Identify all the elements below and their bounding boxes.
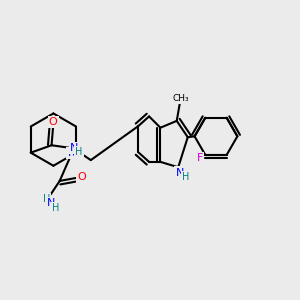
Text: N: N <box>46 198 55 208</box>
Text: N: N <box>176 168 184 178</box>
Text: O: O <box>77 172 86 182</box>
Text: H: H <box>43 194 50 204</box>
Text: N: N <box>68 148 76 158</box>
Text: H: H <box>75 147 82 157</box>
Text: CH₃: CH₃ <box>173 94 190 103</box>
Text: H: H <box>182 172 189 182</box>
Text: H: H <box>52 203 59 213</box>
Text: N: N <box>70 143 78 153</box>
Text: O: O <box>49 117 57 127</box>
Text: F: F <box>197 153 203 164</box>
